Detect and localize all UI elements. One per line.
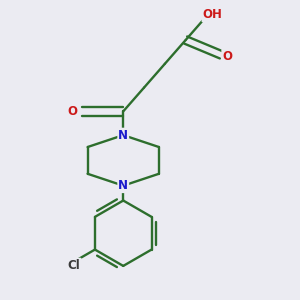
Text: O: O: [68, 105, 78, 118]
Text: N: N: [118, 129, 128, 142]
Text: Cl: Cl: [68, 259, 80, 272]
Text: O: O: [222, 50, 232, 63]
Text: OH: OH: [202, 8, 222, 21]
Text: N: N: [118, 179, 128, 192]
